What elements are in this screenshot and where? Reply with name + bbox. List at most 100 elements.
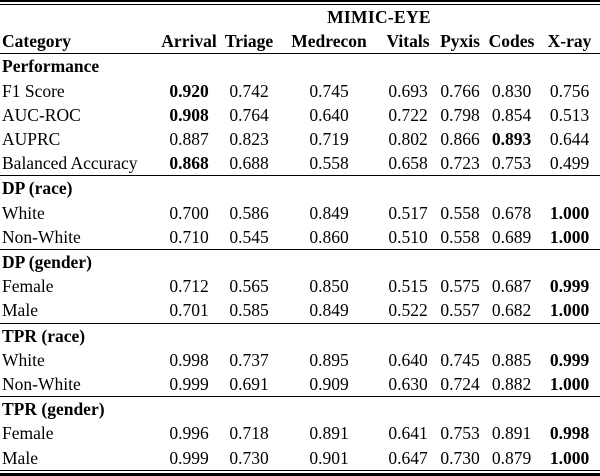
value-cell: 0.641 [388,423,428,444]
section-header-row: TPR (gender) [0,396,600,422]
value-cell: 0.515 [388,276,428,297]
value-cell: 0.742 [229,80,269,101]
value-cell: 0.688 [229,153,269,174]
value-cell: 0.854 [491,104,532,125]
row-label: Non-White [2,226,81,247]
value-cell: 0.640 [388,349,428,370]
value-cell: 0.868 [169,153,209,174]
column-header-row: Category Arrival Triage Medrecon Vitals … [0,29,600,55]
value-cell: 0.640 [309,104,349,125]
column-header-category: Category [0,29,158,55]
column-header-arrival: Arrival [158,29,220,55]
value-cell: 0.753 [440,423,480,444]
value-cell: 0.745 [309,80,349,101]
value-cell: 0.723 [440,153,480,174]
value-cell: 0.920 [169,80,209,101]
value-cell: 0.882 [491,374,532,395]
value-cell: 0.895 [309,349,349,370]
results-table: MIMIC-EYE Category Arrival Triage Medrec… [0,4,600,471]
section-header: DP (race) [0,175,600,201]
value-cell: 0.557 [440,300,480,321]
value-cell: 0.849 [309,300,349,321]
value-cell: 0.644 [549,129,590,150]
value-cell: 0.908 [169,104,209,125]
value-cell: 0.909 [309,374,349,395]
value-cell: 0.722 [388,104,428,125]
value-cell: 0.999 [549,276,590,297]
value-cell: 0.737 [229,349,269,370]
group-header-row: MIMIC-EYE [0,5,600,30]
value-cell: 0.513 [549,104,590,125]
section-header: TPR (race) [0,322,600,348]
column-header-medrecon: Medrecon [278,29,380,55]
section-header: Performance [0,53,600,79]
section-header-row: DP (gender) [0,249,600,275]
value-cell: 0.585 [229,300,269,321]
table-row: White 0.998 0.737 0.895 0.640 0.745 0.885 0.999 [0,348,600,372]
value-cell: 0.850 [309,276,349,297]
value-cell: 0.996 [169,423,209,444]
value-cell: 0.658 [388,153,428,174]
row-label: White [2,202,45,223]
value-cell: 0.586 [229,202,269,223]
value-cell: 0.558 [309,153,349,174]
value-cell: 0.879 [491,447,532,468]
value-cell: 0.901 [309,447,349,468]
value-cell: 1.000 [549,226,590,247]
value-cell: 0.701 [169,300,209,321]
value-cell: 0.522 [388,300,428,321]
value-cell: 0.885 [491,349,532,370]
row-label: AUPRC [2,129,61,150]
row-label: F1 Score [2,80,65,101]
value-cell: 0.998 [169,349,209,370]
value-cell: 1.000 [549,447,590,468]
value-cell: 0.830 [491,80,532,101]
table-row: Male 0.999 0.730 0.901 0.647 0.730 0.879 1.000 [0,446,600,471]
table-row: Male 0.701 0.585 0.849 0.522 0.557 0.682 1.000 [0,298,600,323]
section-header-row: TPR (race) [0,322,600,348]
value-cell: 0.700 [169,202,209,223]
value-cell: 0.510 [388,226,428,247]
value-cell: 0.730 [229,447,269,468]
value-cell: 0.517 [388,202,428,223]
row-label: Male [2,447,38,468]
value-cell: 0.891 [491,423,532,444]
value-cell: 0.999 [169,447,209,468]
value-cell: 0.689 [491,226,532,247]
row-label: AUC-ROC [2,104,81,125]
group-header: MIMIC-EYE [327,7,431,27]
table-row: AUPRC 0.887 0.823 0.719 0.802 0.866 0.893 0.644 [0,127,600,151]
section-header-row: Performance [0,53,600,79]
row-label: White [2,349,45,370]
value-cell: 0.558 [440,226,480,247]
value-cell: 0.823 [229,129,269,150]
value-cell: 0.724 [440,374,480,395]
value-cell: 0.630 [388,374,428,395]
table-row: F1 Score 0.920 0.742 0.745 0.693 0.766 0.830 0.… [0,79,600,103]
column-header-codes: Codes [484,29,539,55]
value-cell: 0.730 [440,447,480,468]
value-cell: 0.764 [229,104,269,125]
value-cell: 0.891 [309,423,349,444]
table-row: Balanced Accuracy 0.868 0.688 0.558 0.658 0.7… [0,151,600,176]
value-cell: 0.712 [169,276,209,297]
value-cell: 0.558 [440,202,480,223]
value-cell: 0.647 [388,447,428,468]
value-cell: 0.849 [309,202,349,223]
table-row: AUC-ROC 0.908 0.764 0.640 0.722 0.798 0.854 0.5… [0,103,600,127]
row-label: Female [2,276,54,297]
value-cell: 0.499 [549,153,590,174]
column-header-pyxis: Pyxis [436,29,484,55]
value-cell: 0.887 [169,129,209,150]
column-header-xray: X-ray [539,29,600,55]
value-cell: 0.691 [229,374,269,395]
section-header-row: DP (race) [0,175,600,201]
value-cell: 0.678 [491,202,532,223]
value-cell: 1.000 [549,300,590,321]
column-header-triage: Triage [220,29,278,55]
value-cell: 0.766 [440,80,480,101]
value-cell: 0.866 [440,129,480,150]
row-label: Female [2,423,54,444]
table-row: Female 0.712 0.565 0.850 0.515 0.575 0.687 0.99… [0,274,600,298]
value-cell: 0.798 [440,104,480,125]
